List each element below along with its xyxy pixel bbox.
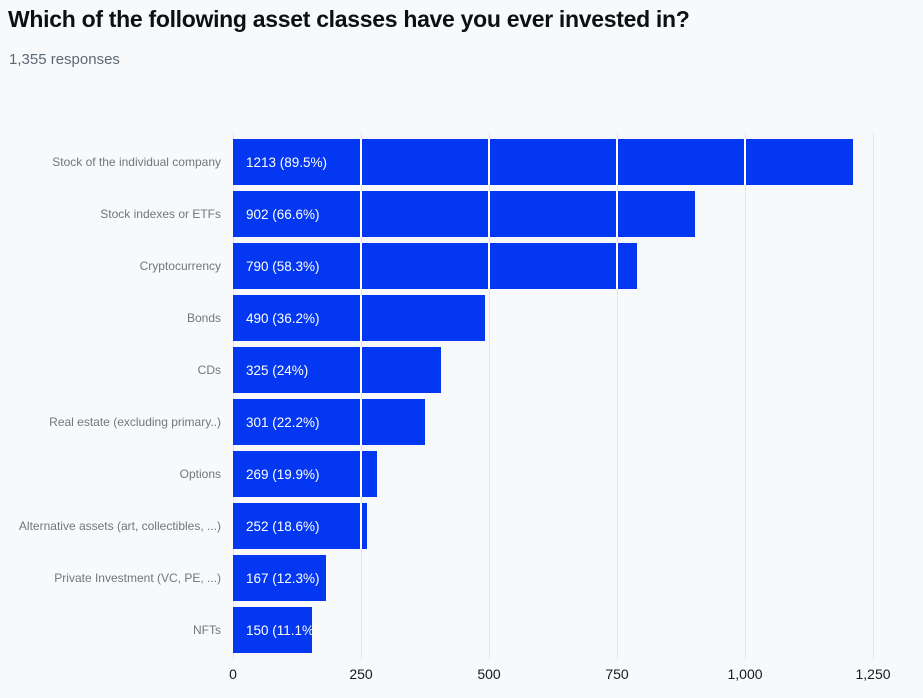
gridline-over-bar	[360, 503, 362, 549]
responses-count: 1,355 responses	[9, 51, 120, 68]
gridline-over-bar	[360, 295, 362, 341]
gridline-over-bar	[744, 139, 746, 185]
x-tick-label: 750	[605, 666, 629, 682]
category-label: Alternative assets (art, collectibles, .…	[18, 519, 221, 533]
category-label: Real estate (excluding primary..)	[49, 415, 221, 429]
bar[interactable]: 167 (12.3%)	[233, 555, 326, 601]
bar[interactable]: 269 (19.9%)	[233, 451, 377, 497]
gridline-over-bar	[360, 139, 362, 185]
chart-row: CDs 325 (24%)	[0, 344, 923, 396]
gridline-over-bar	[488, 243, 490, 289]
bar-value-label: 269 (19.9%)	[246, 466, 320, 482]
category-label: Stock of the individual company	[52, 155, 221, 169]
chart-row: Options 269 (19.9%)	[0, 448, 923, 500]
bar-value-label: 902 (66.6%)	[246, 206, 320, 222]
bar[interactable]: 490 (36.2%)	[233, 295, 485, 341]
gridline	[233, 133, 234, 659]
gridline	[361, 133, 362, 659]
x-tick-label: 1,250	[855, 666, 891, 682]
bar-value-label: 301 (22.2%)	[246, 414, 320, 430]
bar[interactable]: 150 (11.1%)	[233, 607, 319, 653]
category-label: Options	[179, 467, 221, 481]
chart-row: Alternative assets (art, collectibles, .…	[0, 500, 923, 552]
gridline	[617, 133, 618, 659]
x-tick-label: 500	[477, 666, 501, 682]
chart-row: Real estate (excluding primary..) 301 (22…	[0, 396, 923, 448]
chart-row: NFTs 150 (11.1%)	[0, 604, 923, 656]
bar[interactable]: 902 (66.6%)	[233, 191, 695, 237]
x-tick-label: 250	[349, 666, 373, 682]
bar[interactable]: 325 (24%)	[233, 347, 441, 393]
chart-row: Bonds 490 (36.2%)	[0, 292, 923, 344]
chart-row: Stock indexes or ETFs 902 (66.6%)	[0, 188, 923, 240]
bar-value-label: 325 (24%)	[246, 362, 309, 378]
chart-gridlines	[233, 133, 883, 659]
gridline-over-bar	[360, 347, 362, 393]
gridline	[745, 133, 746, 659]
category-label: Bonds	[186, 311, 221, 325]
chart-row: Cryptocurrency 790 (58.3%)	[0, 240, 923, 292]
bar-value-label: 490 (36.2%)	[246, 310, 320, 326]
gridline-over-bar	[360, 451, 362, 497]
gridline-over-bar	[360, 191, 362, 237]
bar[interactable]: 301 (22.2%)	[233, 399, 425, 445]
bar-value-label: 150 (11.1%)	[246, 622, 319, 638]
bar-value-label: 790 (58.3%)	[246, 258, 320, 274]
gridline-over-bar	[360, 399, 362, 445]
category-label: Stock indexes or ETFs	[100, 207, 221, 221]
bar-value-label: 252 (18.6%)	[246, 518, 320, 534]
x-tick-label: 0	[229, 666, 237, 682]
bar[interactable]: 1213 (89.5%)	[233, 139, 853, 185]
bar[interactable]: 252 (18.6%)	[233, 503, 367, 549]
bar[interactable]: 790 (58.3%)	[233, 243, 637, 289]
category-label: Cryptocurrency	[139, 259, 221, 273]
gridline-over-bar	[360, 243, 362, 289]
bar-value-label: 167 (12.3%)	[246, 570, 320, 586]
x-axis: 0 250 500 750 1,000 1,250	[229, 666, 890, 686]
page-title: Which of the following asset classes hav…	[8, 6, 690, 32]
gridline-over-bar	[488, 139, 490, 185]
bar-chart: Stock of the individual company 1213 (89.…	[0, 133, 923, 682]
gridline-over-bar	[616, 243, 618, 289]
category-label: CDs	[197, 363, 221, 377]
chart-row: Stock of the individual company 1213 (89.…	[0, 136, 923, 188]
x-tick-label: 1,000	[727, 666, 763, 682]
category-label: Private Investment (VC, PE, ...)	[54, 571, 221, 585]
gridline-over-bar	[616, 191, 618, 237]
gridline	[873, 133, 874, 659]
gridline-over-bar	[616, 139, 618, 185]
category-label: NFTs	[193, 623, 221, 637]
bar-value-label: 1213 (89.5%)	[246, 154, 328, 170]
gridline	[489, 133, 490, 659]
chart-rows: Stock of the individual company 1213 (89.…	[0, 136, 923, 656]
chart-row: Private Investment (VC, PE, ...) 167 (12.…	[0, 552, 923, 604]
gridline-over-bar	[488, 191, 490, 237]
